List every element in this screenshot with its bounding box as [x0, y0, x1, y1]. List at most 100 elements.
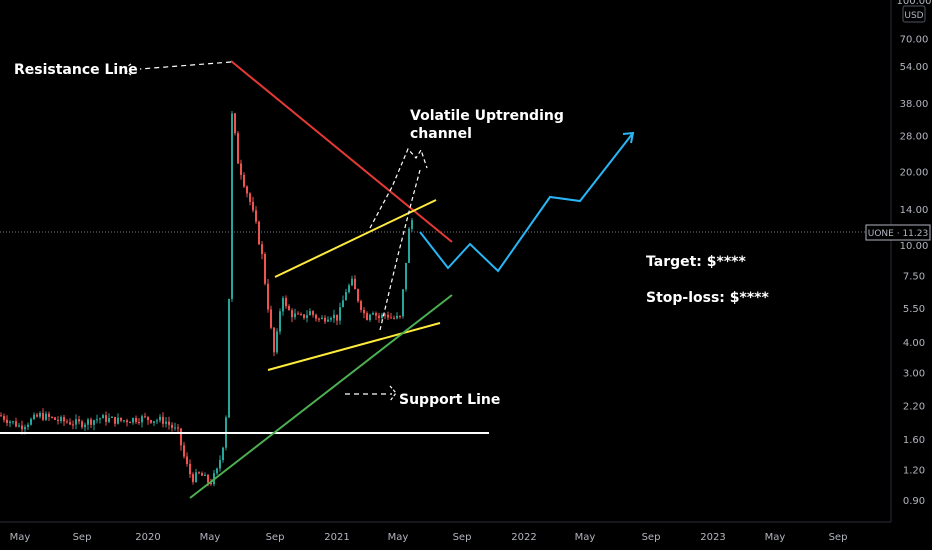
x-tick-label: May: [388, 532, 409, 543]
candle-body: [90, 419, 92, 425]
candle-body: [108, 417, 110, 422]
candle-body: [45, 413, 47, 420]
currency-label: USD: [904, 11, 923, 21]
candle-body: [201, 473, 203, 476]
candlestick-series: [0, 111, 413, 487]
candle-body: [336, 314, 338, 321]
candle-body: [135, 417, 137, 422]
candle-body: [111, 416, 113, 418]
y-tick-label: 1.60: [903, 435, 925, 446]
y-tick-label: 4.00: [903, 338, 925, 349]
target-label[interactable]: Target: $****: [646, 254, 746, 270]
y-tick-label: 20.00: [900, 167, 929, 178]
candle-body: [162, 416, 164, 424]
resistance-label[interactable]: Resistance Line: [14, 62, 138, 78]
support-line[interactable]: [189, 294, 453, 499]
y-tick-label: 5.50: [903, 304, 925, 315]
support-label[interactable]: Support Line: [399, 392, 500, 408]
candle-body: [246, 186, 248, 194]
stop-loss-label[interactable]: Stop-loss: $****: [646, 290, 769, 306]
y-tick-label: 38.00: [900, 99, 929, 110]
candle-body: [396, 315, 398, 319]
candle-body: [324, 317, 326, 322]
candle-body: [306, 315, 308, 318]
candle-body: [285, 298, 287, 307]
x-tick-label: May: [200, 532, 221, 543]
candle-body: [48, 413, 50, 417]
candle-body: [144, 416, 146, 418]
candle-body: [18, 425, 20, 427]
y-tick-label: 2.20: [903, 401, 925, 412]
support-arrow-head: [389, 385, 397, 402]
currency-badge[interactable]: [902, 5, 926, 23]
candle-body: [102, 415, 104, 419]
candle-body: [288, 306, 290, 311]
candle-body: [276, 331, 278, 353]
y-tick-label: 7.50: [903, 271, 925, 282]
candle-body: [174, 427, 176, 429]
candle-body: [402, 289, 404, 317]
candle-body: [87, 419, 89, 425]
current-price-tag[interactable]: UONE · 11.23: [865, 224, 931, 241]
candle-body: [315, 314, 317, 319]
time-axis[interactable]: May Sep 2020 May Sep 2021 May Sep 2022 May Sep 2023…: [0, 521, 891, 543]
resistance-line[interactable]: [230, 60, 453, 243]
candle-body: [294, 313, 296, 318]
candle-body: [312, 311, 314, 315]
candle-body: [345, 292, 347, 301]
candle-body: [195, 472, 197, 483]
candle-body: [297, 313, 299, 315]
candle-body: [330, 318, 332, 320]
candle-body: [123, 420, 125, 422]
candle-body: [258, 221, 260, 245]
candle-body: [117, 417, 119, 424]
candle-body: [378, 315, 380, 319]
candle-body: [219, 460, 221, 469]
candle-body: [159, 416, 161, 421]
current-price-text: UONE · 11.23: [868, 229, 928, 239]
candle-body: [147, 416, 149, 421]
candle-body: [186, 456, 188, 464]
channel-label-line2[interactable]: channel: [410, 126, 472, 142]
projection-path[interactable]: [419, 132, 634, 273]
projection-arrow-head: [622, 131, 635, 144]
channel-lower-line[interactable]: [267, 322, 441, 371]
candle-body: [279, 311, 281, 332]
candle-body: [228, 298, 230, 418]
candle-body: [354, 278, 356, 290]
candle-body: [255, 210, 257, 222]
candle-body: [84, 424, 86, 428]
candle-body: [54, 417, 56, 420]
candle-body: [333, 314, 335, 319]
price-axis[interactable]: USD 70.00 54.00 38.00 28.00 20.00 14.00 10.00 7…: [890, 0, 932, 522]
candle-body: [105, 415, 107, 422]
candle-body: [237, 133, 239, 164]
channel-label-line1[interactable]: Volatile Uptrending: [410, 108, 564, 124]
candle-body: [141, 416, 143, 423]
y-tick-label: 28.00: [900, 132, 929, 143]
candle-body: [153, 421, 155, 423]
candle-body: [66, 421, 68, 423]
candle-body: [360, 301, 362, 310]
candle-body: [114, 416, 116, 424]
x-tick-label: Sep: [642, 532, 661, 543]
candle-body: [405, 262, 407, 290]
candle-body: [69, 422, 71, 425]
candle-body: [282, 298, 284, 312]
resistance-arrow: [139, 61, 232, 70]
candle-body: [150, 420, 152, 423]
candle-body: [21, 425, 23, 430]
candle-body: [303, 314, 305, 318]
candle-body: [6, 419, 8, 423]
candle-body: [357, 289, 359, 302]
candle-body: [60, 417, 62, 421]
x-tick-label: Sep: [453, 532, 472, 543]
candle-body: [33, 414, 35, 419]
candle-body: [210, 482, 212, 485]
candle-body: [393, 317, 395, 319]
candle-body: [75, 419, 77, 425]
x-tick-label: 2023: [700, 532, 725, 543]
y-tick-label: 14.00: [900, 205, 929, 216]
